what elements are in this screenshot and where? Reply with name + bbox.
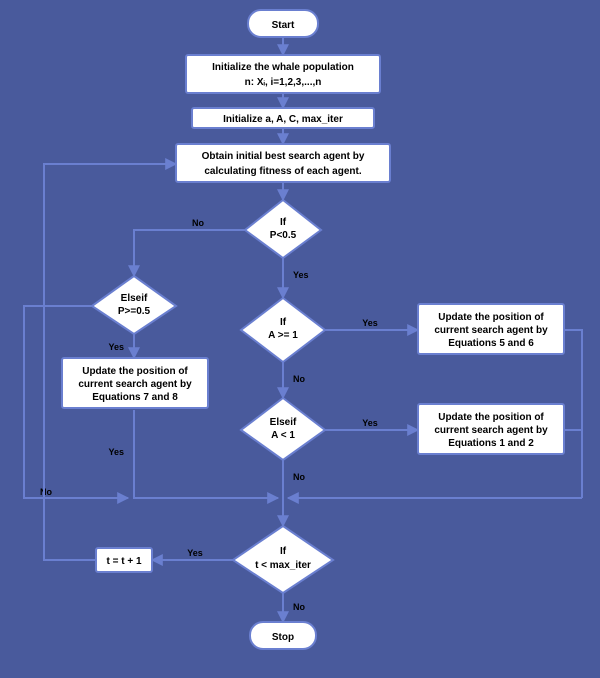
node-if-a-l0: If — [280, 317, 287, 328]
node-upd12-l2: Equations 1 and 2 — [448, 438, 534, 449]
node-if-a-l1: A >= 1 — [268, 330, 298, 341]
node-upd12-l1: current search agent by — [434, 425, 548, 436]
edge-upd56-right — [564, 330, 582, 498]
node-elif-a — [241, 398, 325, 460]
node-upd56-l0: Update the position of — [438, 312, 544, 323]
label-elifa-no: No — [293, 472, 305, 482]
node-elif-a-l0: Elseif — [270, 417, 297, 428]
node-upd56-l1: current search agent by — [434, 325, 548, 336]
label-elifp-yes: Yes — [108, 342, 124, 352]
node-elif-p — [92, 276, 176, 334]
label-ifa-yes: Yes — [362, 318, 378, 328]
edge-ifp-no-elifp — [134, 230, 248, 276]
node-upd56-l2: Equations 5 and 6 — [448, 338, 534, 349]
node-if-t-l0: If — [280, 546, 287, 557]
label-upd78-yes: Yes — [108, 447, 124, 457]
node-init-pop-l1: n: Xᵢ, i=1,2,3,...,n — [245, 77, 322, 88]
node-start-label: Start — [272, 20, 295, 31]
node-if-t-l1: t < max_iter — [255, 560, 311, 571]
label-ifp-no: No — [192, 218, 204, 228]
node-stop-label: Stop — [272, 632, 294, 643]
node-elif-a-l1: A < 1 — [271, 430, 295, 441]
node-elif-p-l0: Elseif — [121, 293, 148, 304]
node-init-par-l0: Initialize a, A, C, max_iter — [223, 114, 343, 125]
node-upd78-l1: current search agent by — [78, 379, 192, 390]
node-upd78-l2: Equations 7 and 8 — [92, 392, 178, 403]
node-elif-p-l1: P>=0.5 — [118, 306, 151, 317]
label-elifp-no: No — [40, 487, 52, 497]
node-if-p — [245, 200, 321, 258]
label-ift-yes: Yes — [187, 548, 203, 558]
edge-upd12-right — [564, 430, 582, 498]
node-obtain-l1: calculating fitness of each agent. — [204, 166, 361, 177]
node-upd78-l0: Update the position of — [82, 366, 188, 377]
node-if-p-l0: If — [280, 217, 287, 228]
label-elifa-yes: Yes — [362, 418, 378, 428]
node-obtain-l0: Obtain initial best search agent by — [202, 151, 365, 162]
node-if-p-l1: P<0.5 — [270, 230, 297, 241]
node-incr-l0: t = t + 1 — [106, 556, 141, 567]
label-ift-no: No — [293, 602, 305, 612]
label-ifp-yes: Yes — [293, 270, 309, 280]
node-upd12-l0: Update the position of — [438, 412, 544, 423]
node-init-pop-l0: Initialize the whale population — [212, 62, 354, 73]
flowchart: No Yes Yes Yes No Yes No Yes No Yes No S… — [0, 0, 600, 678]
label-ifa-no: No — [293, 374, 305, 384]
